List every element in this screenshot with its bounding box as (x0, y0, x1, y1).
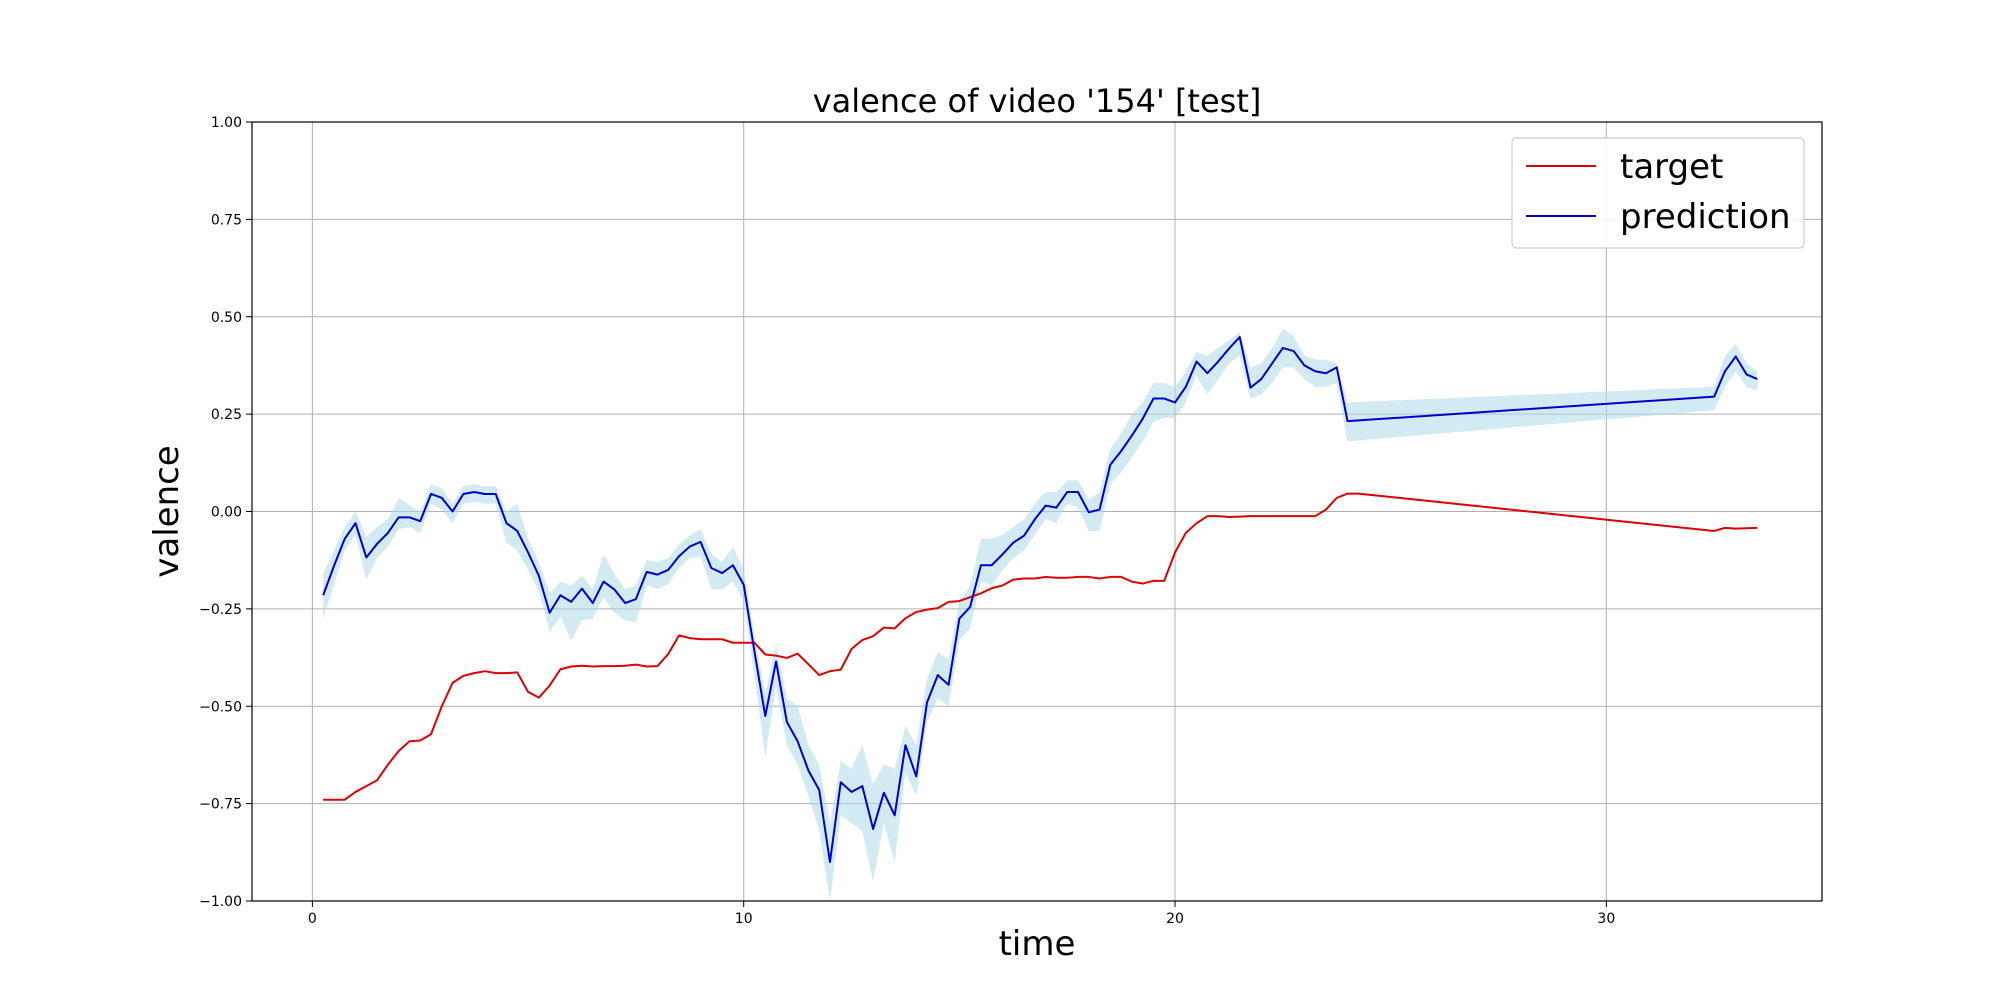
legend-label-prediction: prediction (1620, 197, 1791, 237)
x-tick-label: 30 (1597, 911, 1615, 927)
axis-ticks: 0 10 20 30 −1.00 −0.75 −0.50 −0.25 0.00 0.25 0.50 0… (199, 115, 1615, 927)
chart-title: valence of video '154' [test] (813, 82, 1262, 120)
y-tick-label: 0.00 (211, 505, 242, 521)
y-tick-label: 0.75 (211, 212, 242, 228)
y-tick-label: 0.25 (211, 407, 242, 423)
y-tick-label: −0.50 (199, 699, 242, 715)
series-layer (322, 336, 1758, 864)
y-axis-label: valence (147, 445, 187, 577)
x-tick-label: 0 (308, 911, 317, 927)
x-tick-label: 20 (1166, 911, 1184, 927)
y-tick-label: −1.00 (199, 894, 242, 910)
y-tick-label: −0.25 (199, 602, 242, 618)
y-tick-label: −0.75 (199, 797, 242, 813)
y-tick-label: 0.50 (211, 310, 242, 326)
y-tick-label: 1.00 (211, 115, 242, 131)
legend: target prediction (1511, 137, 1805, 249)
series-line-target (323, 492, 1758, 801)
series-line-prediction (322, 336, 1758, 864)
x-tick-label: 10 (735, 911, 753, 927)
legend-label-target: target (1620, 147, 1723, 187)
x-axis-label: time (999, 924, 1076, 964)
